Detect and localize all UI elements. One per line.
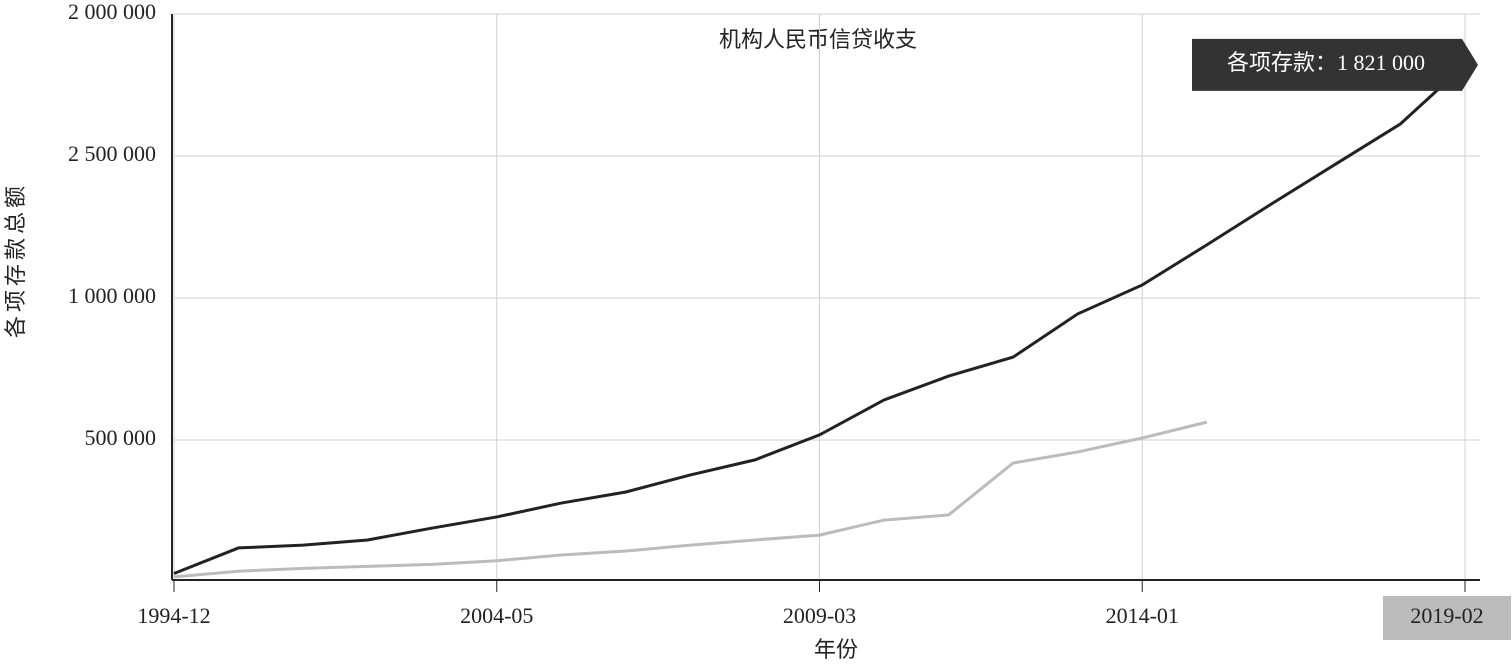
tooltip-value: 1 821 000 xyxy=(1337,50,1425,75)
y-axis-label: 各项存款总额 xyxy=(3,182,28,338)
y-tick-label: 2 500 000 xyxy=(68,141,156,166)
tooltip-label: 各项存款 xyxy=(1227,50,1315,75)
series-line xyxy=(173,420,1208,579)
x-tick-label: 2014-01 xyxy=(1106,603,1179,628)
x-tick-label: 2004-05 xyxy=(460,603,533,628)
tooltip-sep: ： xyxy=(1315,50,1337,75)
y-tick-label: 500 000 xyxy=(85,425,157,450)
y-tick-label: 2 000 000 xyxy=(68,0,156,24)
x-axis-label: 年份 xyxy=(814,637,858,662)
chart-title: 机构人民币信贷收支 xyxy=(719,27,917,52)
tooltip: 各项存款：1 821 000 xyxy=(1192,38,1478,91)
x-tick-label: 2009-03 xyxy=(783,603,856,628)
series-line xyxy=(173,63,1467,575)
y-tick-label: 1 000 000 xyxy=(68,283,156,308)
x-tick-box xyxy=(1383,596,1511,640)
x-tick-label: 2019-02 xyxy=(1410,603,1483,628)
tooltip-text: 各项存款：1 821 000 xyxy=(1227,50,1425,75)
x-tick-label: 1994-12 xyxy=(137,603,210,628)
tooltip-box xyxy=(1192,38,1478,91)
